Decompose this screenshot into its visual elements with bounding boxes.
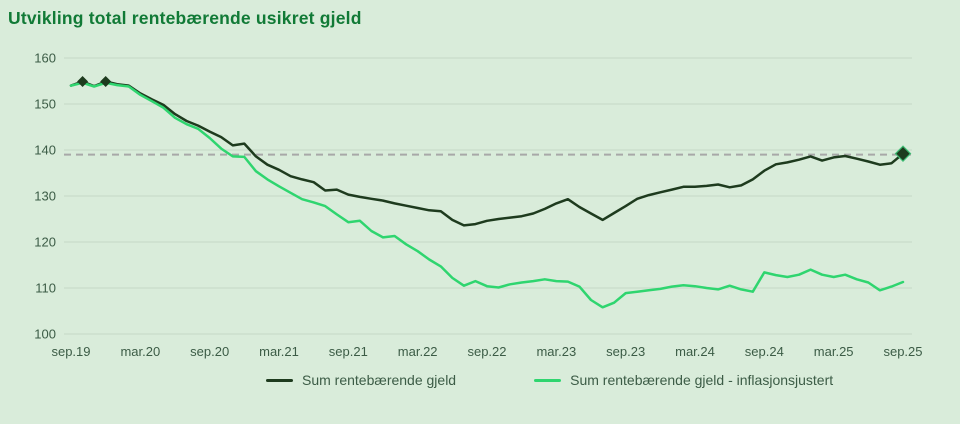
x-axis-tick-label: mar.22 bbox=[398, 344, 438, 359]
y-axis-tick-label: 140 bbox=[34, 143, 56, 158]
diamond-marker bbox=[100, 75, 112, 87]
chart-legend: Sum rentebærende gjeld Sum rentebærende … bbox=[266, 372, 833, 388]
x-axis-tick-label: sep.22 bbox=[467, 344, 506, 359]
x-axis-tick-label: sep.25 bbox=[883, 344, 922, 359]
legend-label-inflasjonsjustert: Sum rentebærende gjeld - inflasjonsjuste… bbox=[570, 372, 834, 388]
series-line-inflasjonsjustert bbox=[69, 81, 905, 309]
diamond-marker bbox=[77, 75, 89, 87]
x-axis-tick-label: sep.20 bbox=[190, 344, 229, 359]
y-axis-tick-label: 150 bbox=[34, 97, 56, 112]
x-axis-tick-label: mar.23 bbox=[536, 344, 576, 359]
x-axis-tick-label: sep.21 bbox=[329, 344, 368, 359]
legend-item-sum-rentebaerende-gjeld: Sum rentebærende gjeld bbox=[266, 372, 456, 388]
x-axis-tick-label: sep.24 bbox=[745, 344, 784, 359]
legend-label-sum-rentebaerende-gjeld: Sum rentebærende gjeld bbox=[302, 372, 457, 388]
series-line-sum-rentebaerende-gjeld bbox=[69, 80, 905, 227]
y-axis-tick-label: 130 bbox=[34, 189, 56, 204]
y-axis-tick-label: 120 bbox=[34, 235, 56, 250]
legend-swatch-bright-line bbox=[534, 378, 562, 382]
x-axis-tick-label: sep.23 bbox=[606, 344, 645, 359]
x-axis-tick-label: mar.20 bbox=[120, 344, 160, 359]
legend-item-inflasjonsjustert: Sum rentebærende gjeld - inflasjonsjuste… bbox=[534, 372, 833, 388]
x-axis-tick-label: mar.25 bbox=[814, 344, 854, 359]
y-axis-tick-label: 110 bbox=[35, 281, 56, 296]
y-axis-tick-label: 160 bbox=[34, 51, 56, 66]
diamond-marker-endpoint bbox=[894, 145, 912, 163]
chart-title: Utvikling total rentebærende usikret gje… bbox=[8, 8, 362, 28]
x-axis-tick-label: mar.24 bbox=[675, 344, 715, 359]
x-axis-tick-label: sep.19 bbox=[51, 344, 90, 359]
legend-swatch-dark-line bbox=[266, 378, 293, 382]
x-axis-tick-label: mar.21 bbox=[259, 344, 299, 359]
y-axis-tick-label: 100 bbox=[34, 327, 56, 342]
